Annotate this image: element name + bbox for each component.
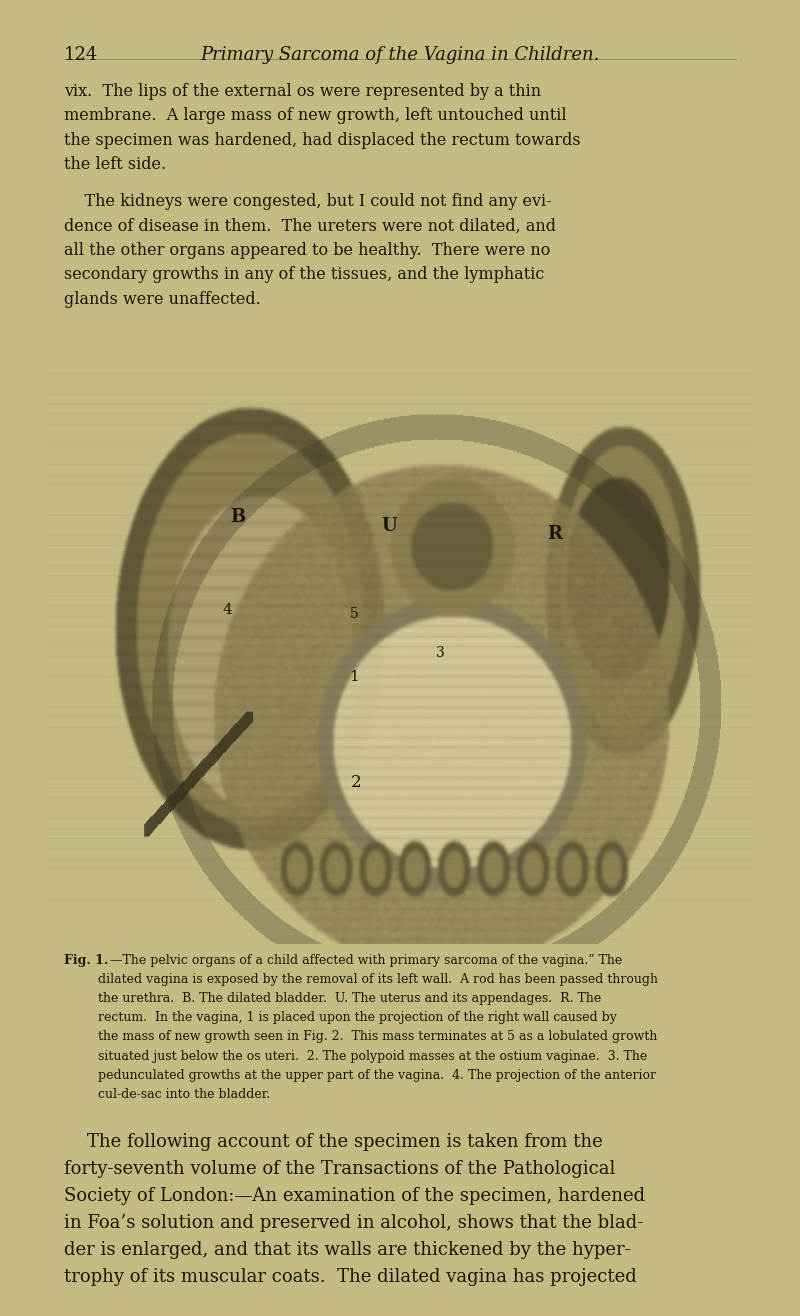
Text: dence of disease in them.  The ureters were not dilated, and: dence of disease in them. The ureters we… <box>64 217 556 234</box>
Text: R: R <box>547 525 562 542</box>
Text: 1: 1 <box>350 670 359 683</box>
Text: Fig. 1.: Fig. 1. <box>64 954 108 967</box>
Text: 5: 5 <box>350 607 358 621</box>
Text: dilated vagina is exposed by the removal of its left wall.  A rod has been passe: dilated vagina is exposed by the removal… <box>98 974 658 986</box>
Text: all the other organs appeared to be healthy.  There were no: all the other organs appeared to be heal… <box>64 242 550 259</box>
Text: B: B <box>230 508 246 526</box>
Text: vix.  The lips of the external os were represented by a thin: vix. The lips of the external os were re… <box>64 83 541 100</box>
Text: 3: 3 <box>437 646 446 661</box>
Text: forty-seventh volume of the Transactions of the Pathological: forty-seventh volume of the Transactions… <box>64 1161 615 1178</box>
Text: Primary Sarcoma of the Vagina in Children.: Primary Sarcoma of the Vagina in Childre… <box>200 46 600 64</box>
Text: U: U <box>382 517 398 534</box>
Text: 4: 4 <box>222 603 232 617</box>
Text: glands were unaffected.: glands were unaffected. <box>64 291 261 308</box>
Text: —The pelvic organs of a child affected with primary sarcoma of the vagina.” The: —The pelvic organs of a child affected w… <box>110 954 622 967</box>
Text: 2: 2 <box>350 774 361 791</box>
Text: cul-de-sac into the bladder.: cul-de-sac into the bladder. <box>98 1087 270 1100</box>
Text: the specimen was hardened, had displaced the rectum towards: the specimen was hardened, had displaced… <box>64 132 581 149</box>
Text: the urethra.  B. The dilated bladder.  U. The uterus and its appendages.  R. The: the urethra. B. The dilated bladder. U. … <box>98 992 601 1005</box>
Text: the mass of new growth seen in Fig. 2.  This mass terminates at 5 as a lobulated: the mass of new growth seen in Fig. 2. T… <box>98 1030 657 1044</box>
Text: The kidneys were congested, but I could not find any evi-: The kidneys were congested, but I could … <box>64 193 552 211</box>
Text: situated just below the os uteri.  2. The polypoid masses at the ostium vaginae.: situated just below the os uteri. 2. The… <box>98 1050 647 1062</box>
Text: pedunculated growths at the upper part of the vagina.  4. The projection of the : pedunculated growths at the upper part o… <box>98 1069 656 1082</box>
Text: Society of London:—An examination of the specimen, hardened: Society of London:—An examination of the… <box>64 1187 645 1205</box>
Text: trophy of its muscular coats.  The dilated vagina has projected: trophy of its muscular coats. The dilate… <box>64 1269 637 1286</box>
Text: rectum.  In the vagina, 1 is placed upon the projection of the right wall caused: rectum. In the vagina, 1 is placed upon … <box>98 1012 617 1024</box>
Text: secondary growths in any of the tissues, and the lymphatic: secondary growths in any of the tissues,… <box>64 266 544 283</box>
Text: the left side.: the left side. <box>64 155 166 172</box>
Text: membrane.  A large mass of new growth, left untouched until: membrane. A large mass of new growth, le… <box>64 107 566 124</box>
Text: der is enlarged, and that its walls are thickened by the hyper-: der is enlarged, and that its walls are … <box>64 1241 630 1259</box>
Text: 124: 124 <box>64 46 98 64</box>
Text: The following account of the specimen is taken from the: The following account of the specimen is… <box>64 1133 602 1152</box>
Text: in Foa’s solution and preserved in alcohol, shows that the blad-: in Foa’s solution and preserved in alcoh… <box>64 1213 643 1232</box>
